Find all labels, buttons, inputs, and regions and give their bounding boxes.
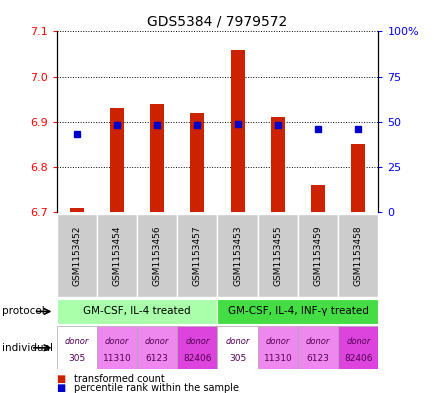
Text: 82406: 82406 [183, 354, 211, 363]
Text: 6123: 6123 [145, 354, 168, 363]
Bar [110, 108, 124, 212]
Text: donor: donor [225, 337, 249, 346]
Bar [150, 104, 164, 212]
Bar [257, 214, 297, 297]
Text: GSM1153458: GSM1153458 [353, 225, 362, 286]
Bar [56, 299, 217, 324]
Bar [230, 50, 244, 212]
Text: donor: donor [345, 337, 370, 346]
Bar [217, 299, 378, 324]
Bar [97, 214, 137, 297]
Text: GSM1153456: GSM1153456 [152, 225, 161, 286]
Title: GDS5384 / 7979572: GDS5384 / 7979572 [147, 15, 287, 29]
Text: protocol: protocol [2, 307, 45, 316]
Text: donor: donor [305, 337, 329, 346]
Bar [297, 326, 338, 369]
Text: donor: donor [265, 337, 289, 346]
Bar [177, 214, 217, 297]
Bar [270, 117, 284, 212]
Text: 305: 305 [228, 354, 246, 363]
Bar [297, 214, 338, 297]
Bar [338, 214, 378, 297]
Text: individual: individual [2, 343, 53, 353]
Bar [69, 208, 83, 212]
Text: 305: 305 [68, 354, 85, 363]
Text: 6123: 6123 [306, 354, 329, 363]
Text: GM-CSF, IL-4 treated: GM-CSF, IL-4 treated [83, 307, 191, 316]
Bar [257, 326, 297, 369]
Text: ■: ■ [56, 374, 66, 384]
Text: GM-CSF, IL-4, INF-γ treated: GM-CSF, IL-4, INF-γ treated [227, 307, 368, 316]
Text: GSM1153457: GSM1153457 [192, 225, 201, 286]
Bar [190, 113, 204, 212]
Bar [338, 326, 378, 369]
Bar [56, 326, 97, 369]
Bar [137, 214, 177, 297]
Bar [177, 326, 217, 369]
Text: donor: donor [145, 337, 169, 346]
Bar [351, 144, 365, 212]
Text: ■: ■ [56, 383, 66, 393]
Bar [97, 326, 137, 369]
Text: donor: donor [105, 337, 129, 346]
Bar [217, 326, 257, 369]
Text: GSM1153453: GSM1153453 [233, 225, 242, 286]
Text: 11310: 11310 [102, 354, 131, 363]
Bar [217, 214, 257, 297]
Text: donor: donor [64, 337, 89, 346]
Bar [137, 326, 177, 369]
Text: percentile rank within the sample: percentile rank within the sample [74, 383, 238, 393]
Text: transformed count: transformed count [74, 374, 164, 384]
Bar [310, 185, 324, 212]
Text: donor: donor [185, 337, 209, 346]
Text: 82406: 82406 [343, 354, 372, 363]
Text: GSM1153454: GSM1153454 [112, 225, 121, 286]
Text: GSM1153455: GSM1153455 [273, 225, 282, 286]
Text: GSM1153452: GSM1153452 [72, 225, 81, 286]
Text: GSM1153459: GSM1153459 [313, 225, 322, 286]
Text: 11310: 11310 [263, 354, 292, 363]
Bar [56, 214, 97, 297]
